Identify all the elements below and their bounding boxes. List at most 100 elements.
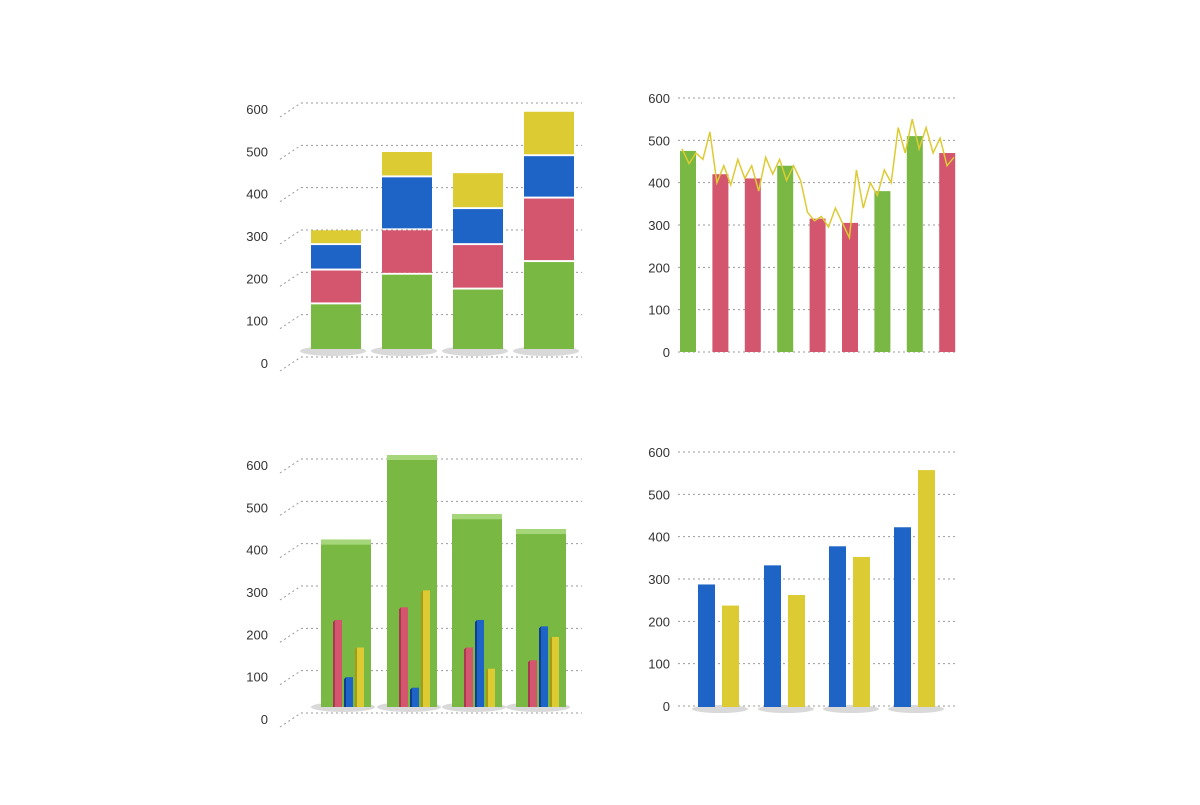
y-tick-label: 500 [246,500,268,515]
inner-bar [412,687,419,707]
bar [744,178,761,352]
inner-bar-side [421,590,423,707]
stacked-segment-front [382,152,432,176]
y-tick-label: 600 [648,445,670,460]
stacked-segment-front [524,262,574,349]
stacked-segment-front [382,230,432,273]
inner-bar-side [475,619,477,707]
inner-bar [488,668,495,707]
inner-bar-side [344,677,346,707]
y-tick-label: 300 [648,218,670,233]
container-cap [321,539,371,545]
y-tick-label: 600 [648,91,670,106]
container-cap [516,529,566,535]
y-tick-label: 200 [246,627,268,642]
inner-bar-side [410,687,412,707]
inner-bar-side [550,636,552,707]
stacked-segment-front [311,230,361,244]
y-tick-label: 600 [246,458,268,473]
grid-line-diag [279,627,302,643]
grid-line-diag [279,543,302,559]
stacked-segment-front [453,173,503,208]
stacked-segment-front [311,270,361,303]
inner-bar [552,636,559,707]
grouped-bar-front [722,605,739,707]
inner-bar-side [399,607,401,707]
stacked-segment-front [524,111,574,155]
y-tick-label: 200 [246,271,268,286]
grid-line-diag [279,458,302,474]
inner-bar [530,660,537,707]
grouped-bar-front [764,565,781,707]
y-tick-label: 500 [246,144,268,159]
chart-3-grouped-in-container: 0 100 200 300 400 500 600 [246,455,582,728]
y-tick-label: 100 [648,303,670,318]
grid-line-diag [279,500,302,516]
y-tick-label: 200 [648,260,670,275]
bar [680,150,696,352]
bar [809,218,826,352]
bar [842,222,858,352]
grid-line-diag [279,356,302,372]
y-tick-label: 100 [246,314,268,329]
container-cap [387,455,437,460]
y-tick-label: 0 [663,345,670,360]
bar [712,174,729,352]
y-tick-label: 0 [261,712,268,727]
stacked-segment-front [524,198,574,261]
y-tick-label: 300 [246,585,268,600]
bar [874,191,891,352]
grouped-bar-front [829,546,846,707]
y-tick-label: 400 [648,530,670,545]
bar [777,165,794,352]
stacked-segment-front [311,245,361,269]
grouped-bar-front [853,556,870,707]
chart-4-grouped-3d-bar: 0 100 200 300 400 500 600 [648,445,956,714]
grouped-bar-front [698,584,715,707]
inner-bar-side [464,647,466,707]
inner-bar [423,590,430,707]
grid-line-diag [279,670,302,686]
chart-2-bars-with-line: 0 100 200 300 400 500 600 [648,91,956,360]
stacked-segment-front [453,209,503,244]
inner-bar [357,647,364,707]
grouped-bar-front [918,470,935,707]
grouped-bar-front [894,527,911,707]
inner-bar-side [333,619,335,707]
y-tick-label: 200 [648,614,670,629]
stacked-segment-front [382,177,432,229]
y-tick-label: 500 [648,487,670,502]
grid-line-diag [279,187,302,203]
stacked-segment-front [382,274,432,349]
inner-bar [401,607,408,707]
stacked-segment-front [453,289,503,349]
y-tick-label: 100 [648,657,670,672]
y-tick-label: 300 [648,572,670,587]
bar [939,153,956,352]
y-tick-label: 400 [246,543,268,558]
inner-bar [346,677,353,707]
grouped-bar-front [788,595,805,707]
inner-bar-side [528,660,530,707]
grid-line-diag [279,712,302,728]
inner-bar-side [355,647,357,707]
grid-line-diag [279,229,302,245]
stacked-segment-front [453,245,503,288]
y-tick-label: 0 [261,356,268,371]
y-tick-label: 0 [663,699,670,714]
grid-line-diag [279,314,302,330]
grid-line-diag [279,144,302,160]
stacked-segment-front [524,156,574,197]
inner-bar [466,647,473,707]
y-tick-label: 300 [246,229,268,244]
series-line [681,119,955,241]
chart-1-stacked-3d-bar: 0 100 200 300 400 500 600 [246,102,582,372]
inner-bar [335,619,342,707]
grid-line-diag [279,271,302,287]
inner-bar-side [486,668,488,707]
y-tick-label: 400 [246,187,268,202]
y-tick-label: 500 [648,133,670,148]
stacked-segment-front [311,304,361,349]
